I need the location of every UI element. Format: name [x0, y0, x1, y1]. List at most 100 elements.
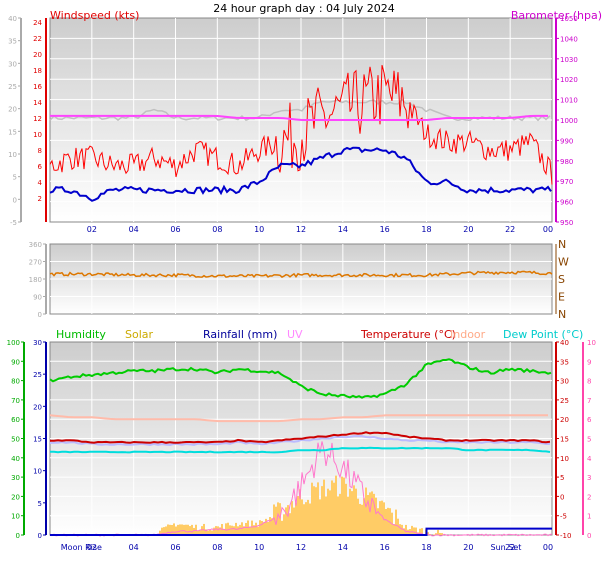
legend-item: Indoor	[450, 328, 486, 341]
x-tick-label: 12	[296, 543, 306, 552]
series-apparent	[49, 435, 551, 447]
axis-tick-label: 980	[560, 158, 573, 166]
x-tick-label: 18	[421, 543, 431, 552]
axis-tick-label: 0	[560, 493, 564, 501]
axis-tick-label: 15	[8, 128, 17, 136]
axis-tick-label: 7	[587, 397, 591, 405]
series-barometer	[50, 114, 548, 121]
axis-tick-label: 90	[33, 294, 42, 302]
x-tick-label: 22	[505, 225, 515, 234]
x-tick-label: 04	[129, 225, 139, 234]
wind-barometer-panel: -505101520253035402468101214161820222495…	[8, 9, 602, 234]
axis-tick-label: 0	[587, 532, 591, 540]
compass-label: N	[558, 308, 566, 321]
x-tick-label: 08	[212, 225, 222, 234]
x-tick-label: 16	[380, 225, 390, 234]
x-tick-label: 20	[463, 543, 473, 552]
x-tick-label: 10	[254, 543, 264, 552]
x-tick-label: 06	[170, 543, 180, 552]
axis-tick-label: -10	[560, 532, 571, 540]
axis-tick-label: 20	[8, 106, 17, 114]
left-axis-title: Windspeed (kts)	[50, 9, 139, 22]
axis-tick-label: 10	[587, 339, 596, 347]
axis-tick-label: 25	[33, 371, 42, 379]
axis-tick-label: 1000	[560, 117, 578, 125]
x-tick-label: 16	[380, 543, 390, 552]
compass-label: S	[558, 273, 565, 286]
axis-tick-label: 40	[8, 15, 17, 23]
event-annotation: Sun Set	[491, 543, 522, 552]
x-tick-label: 12	[296, 225, 306, 234]
axis-tick-label: 3	[587, 474, 591, 482]
x-tick-label: 06	[170, 225, 180, 234]
series-windspeed	[49, 146, 552, 202]
axis-tick-label: 1	[587, 513, 591, 521]
x-tick-label: 00	[543, 225, 553, 234]
right-axis-title: Barometer (hpa)	[511, 9, 602, 22]
axis-tick-label: 0	[16, 532, 20, 540]
axis-tick-label: 10	[560, 455, 569, 463]
legend-item: Humidity	[56, 328, 106, 341]
axis-tick-label: 180	[29, 276, 42, 284]
axis-tick-label: 100	[7, 339, 20, 347]
x-tick-label: 14	[338, 225, 348, 234]
axis-tick-label: 25	[8, 83, 17, 91]
axis-tick-label: 50	[11, 436, 20, 444]
axis-tick-label: 18	[33, 67, 42, 75]
x-tick-label: 02	[87, 225, 97, 234]
axis-tick-label: 990	[560, 137, 573, 145]
axis-tick-label: 5	[38, 500, 42, 508]
axis-tick-label: 9	[587, 358, 591, 366]
x-tick-label: 10	[254, 225, 264, 234]
axis-tick-label: 25	[560, 397, 569, 405]
series-wind-direction	[49, 270, 553, 279]
axis-tick-label: 12	[33, 115, 42, 123]
axis-tick-label: 8	[38, 147, 42, 155]
axis-tick-label: 14	[33, 99, 42, 107]
legend-item: UV	[287, 328, 303, 341]
series-temperature	[49, 431, 551, 444]
axis-tick-label: 360	[29, 241, 42, 249]
axis-tick-label: 60	[11, 416, 20, 424]
axis-tick-label: 10	[33, 131, 42, 139]
axis-tick-label: 30	[8, 60, 17, 68]
legend-item: Dew Point (°C)	[503, 328, 583, 341]
series-rainfall	[50, 527, 552, 536]
axis-tick-label: 35	[560, 358, 569, 366]
axis-tick-label: 6	[38, 163, 43, 171]
x-tick-label: 14	[338, 543, 348, 552]
axis-tick-label: 5	[13, 174, 17, 182]
axis-tick-label: 40	[11, 455, 20, 463]
x-tick-label: 00	[543, 543, 553, 552]
axis-tick-label: 1010	[560, 97, 578, 105]
axis-tick-label: 40	[560, 339, 569, 347]
x-tick-label: 02	[87, 543, 97, 552]
axis-tick-label: 1040	[560, 35, 578, 43]
axis-tick-label: 22	[33, 35, 42, 43]
axis-tick-label: 4	[587, 455, 592, 463]
compass-label: W	[558, 256, 569, 269]
axis-tick-label: 30	[33, 339, 42, 347]
axis-tick-label: 10	[33, 468, 42, 476]
series-gust	[49, 64, 553, 185]
axis-tick-label: 1050	[560, 15, 578, 23]
axis-tick-label: 1020	[560, 76, 578, 84]
axis-tick-label: 15	[560, 436, 569, 444]
axis-tick-label: 30	[11, 474, 20, 482]
axis-tick-label: -5	[10, 219, 17, 227]
compass-label: N	[558, 238, 566, 251]
axis-tick-label: 950	[560, 219, 573, 227]
x-tick-label: 18	[421, 225, 431, 234]
axis-tick-label: 20	[560, 416, 569, 424]
temperature-humidity-panel: 0102030405060708090100051015202530-10-50…	[7, 328, 596, 552]
axis-tick-label: 970	[560, 178, 573, 186]
axis-tick-label: 20	[33, 51, 42, 59]
x-tick-label: 08	[212, 543, 222, 552]
x-tick-label: 04	[129, 543, 139, 552]
legend-item: Rainfall (mm)	[203, 328, 277, 341]
axis-tick-label: 20	[33, 403, 42, 411]
legend-item: Temperature (°C)	[360, 328, 456, 341]
axis-tick-label: 16	[33, 83, 42, 91]
